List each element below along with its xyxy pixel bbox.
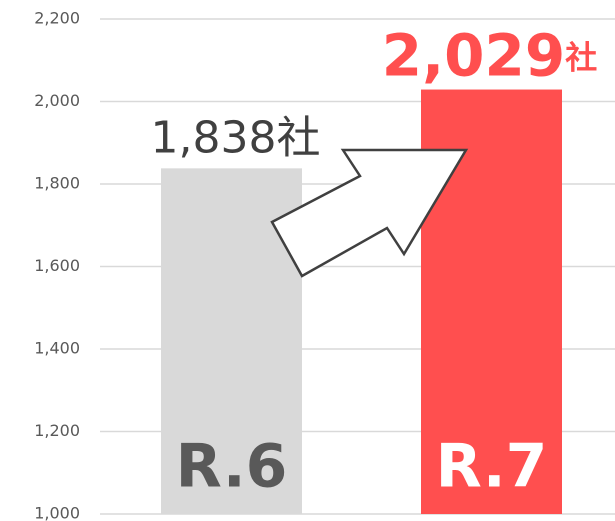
y-tick-label: 1,000 xyxy=(34,504,80,521)
value-label: 2,029社 xyxy=(382,22,597,90)
y-tick-label: 2,000 xyxy=(34,91,80,110)
category-label: R.6 xyxy=(176,432,288,502)
y-tick-label: 1,800 xyxy=(34,174,80,193)
value-label: 1,838社 xyxy=(151,112,321,163)
y-tick-label: 1,600 xyxy=(34,256,80,275)
y-tick-label: 2,200 xyxy=(34,9,80,28)
category-label: R.7 xyxy=(436,432,548,502)
y-tick-label: 1,400 xyxy=(34,339,80,358)
arrow xyxy=(270,148,469,278)
y-tick-label: 1,200 xyxy=(34,421,80,440)
